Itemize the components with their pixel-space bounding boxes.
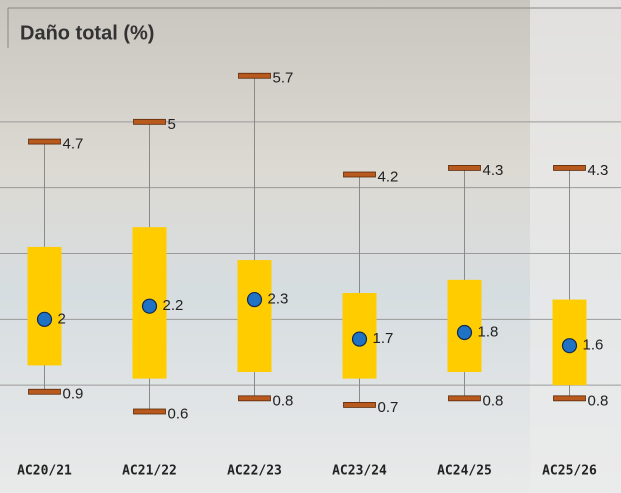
value-label: 0.8 — [273, 392, 294, 409]
value-label: 0.6 — [168, 405, 189, 422]
cap — [343, 402, 376, 408]
value-label: 2 — [58, 310, 66, 327]
mean-dot — [246, 291, 263, 308]
side-panel — [530, 0, 621, 493]
value-label: 4.3 — [483, 162, 504, 179]
value-label: 4.3 — [588, 162, 609, 179]
mean-dot — [561, 338, 578, 354]
x-tick-label: AC24/25 — [437, 464, 492, 479]
mean-dot — [456, 324, 473, 341]
cap — [553, 395, 586, 402]
value-label: 2.2 — [163, 297, 184, 314]
cap — [28, 388, 61, 395]
value-label: 5.7 — [273, 70, 294, 87]
value-label: 4.2 — [378, 168, 399, 185]
mean-dot — [36, 311, 53, 327]
x-tick-label: AC22/23 — [227, 464, 282, 479]
value-label: 1.6 — [583, 337, 604, 354]
cap — [133, 118, 166, 125]
cap — [238, 72, 271, 79]
value-label: 2.3 — [268, 291, 289, 308]
mean-dot — [351, 331, 368, 347]
value-label: 0.8 — [588, 392, 609, 409]
cap — [28, 138, 61, 145]
value-label: 5 — [168, 116, 176, 133]
cap — [553, 165, 586, 171]
box — [237, 260, 272, 372]
cap — [238, 395, 271, 402]
mean-dot — [141, 298, 158, 314]
value-label: 1.7 — [373, 330, 394, 347]
box — [27, 246, 62, 366]
x-tick-label: AC20/21 — [17, 464, 72, 479]
x-tick-label: AC25/26 — [542, 464, 597, 479]
x-tick-label: AC23/24 — [332, 464, 387, 479]
value-label: 0.7 — [378, 399, 399, 416]
value-label: 1.8 — [478, 323, 499, 340]
cap — [343, 171, 376, 178]
value-label: 4.7 — [63, 136, 84, 153]
cap — [448, 395, 481, 402]
chart-title: Daño total (%) — [20, 22, 154, 44]
value-label: 0.8 — [483, 392, 504, 409]
cap — [448, 165, 481, 171]
cap — [133, 408, 166, 415]
value-label: 0.9 — [63, 386, 84, 403]
x-tick-label: AC21/22 — [122, 464, 177, 479]
